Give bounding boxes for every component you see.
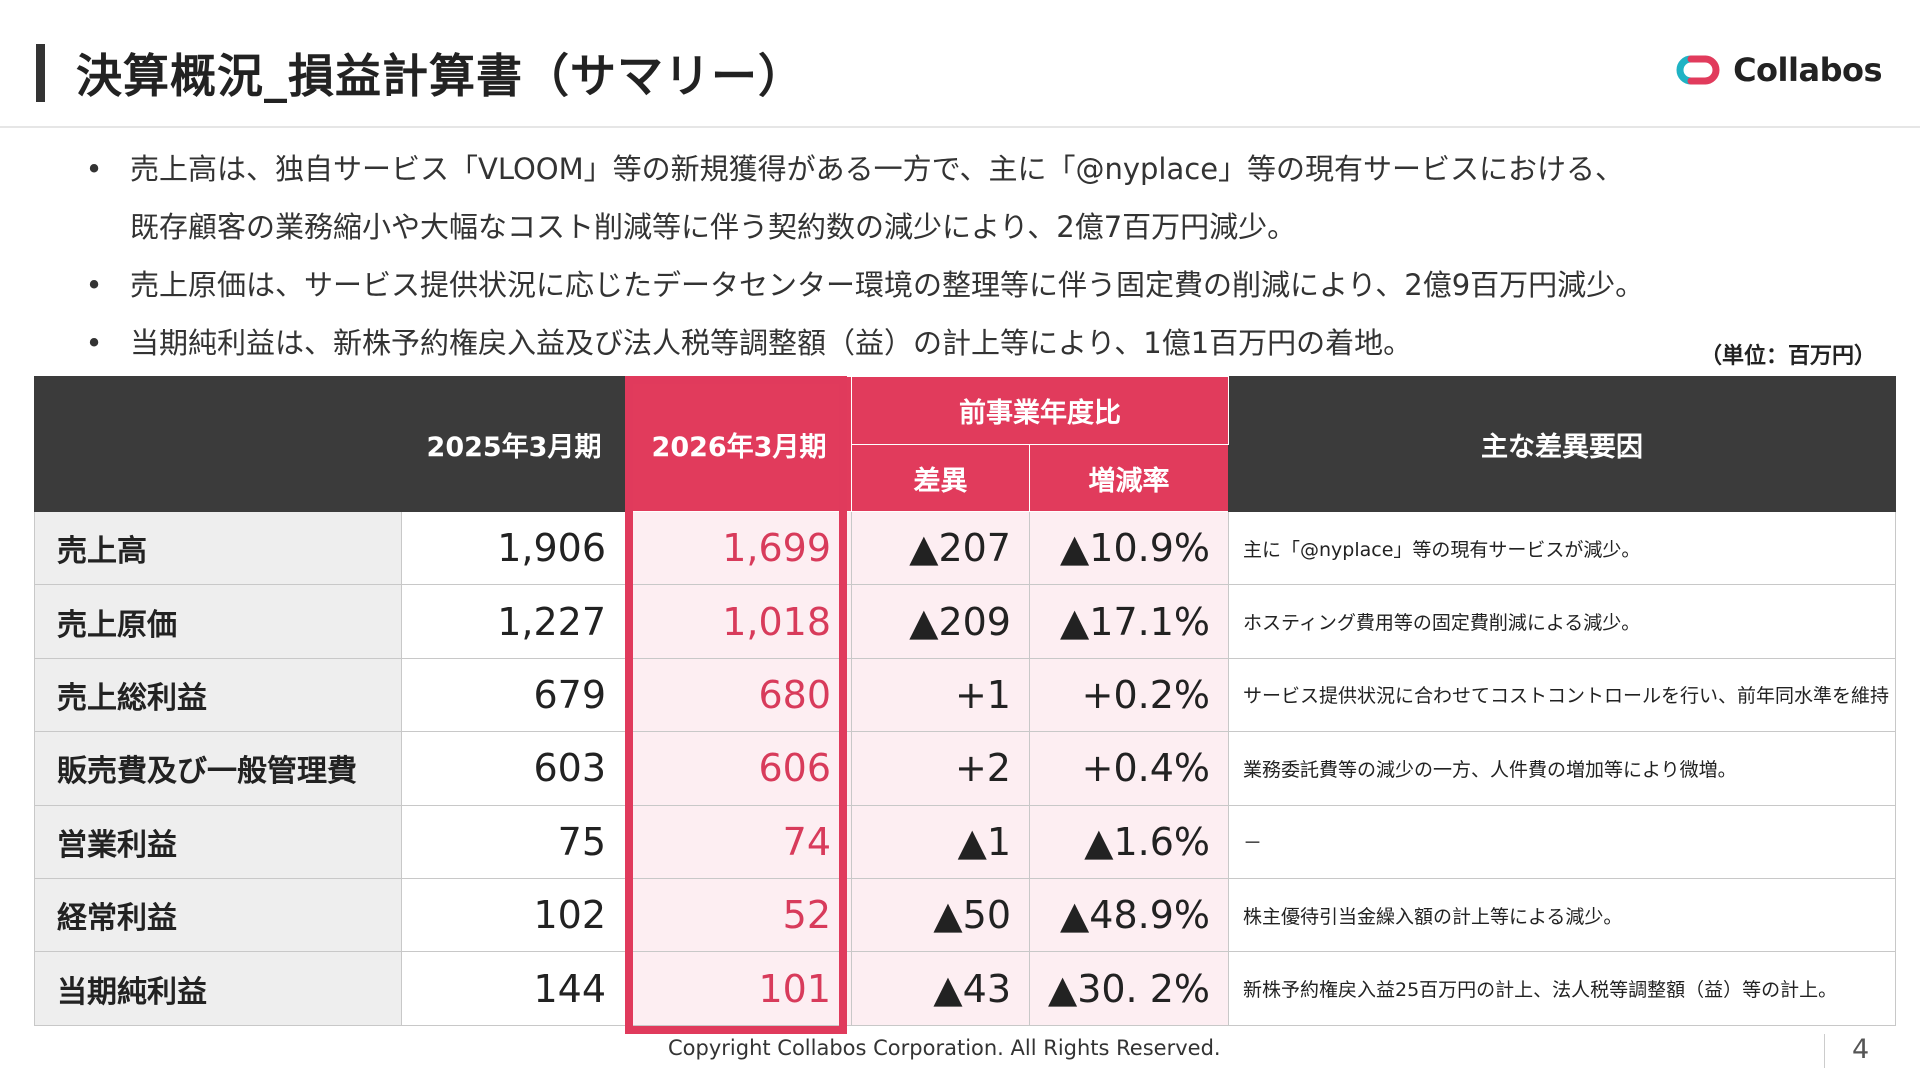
summary-bullets: • 売上高は、独自サービス「VLOOM」等の新規獲得がある一方で、主に「@nyp… bbox=[82, 140, 1862, 372]
current-value: 1,699 bbox=[626, 510, 852, 586]
row-label: 売上高 bbox=[34, 510, 402, 586]
diff-value: ▲43 bbox=[851, 951, 1030, 1026]
title-divider bbox=[0, 126, 1920, 128]
prev-value: 679 bbox=[401, 657, 627, 733]
rate-value: ▲1.6% bbox=[1029, 804, 1229, 879]
diff-value: +2 bbox=[851, 731, 1030, 806]
header-prev-period: 2025年3月期 bbox=[401, 376, 627, 512]
bullet-dot: • bbox=[85, 152, 103, 186]
reason-text: 株主優待引当金繰入額の計上等による減少。 bbox=[1228, 877, 1896, 953]
current-value: 680 bbox=[626, 657, 852, 733]
page-number-divider bbox=[1824, 1034, 1825, 1068]
rate-value: ▲17.1% bbox=[1029, 584, 1229, 659]
bullet-text: 売上原価は、サービス提供状況に応じたデータセンター環境の整理等に伴う固定費の削減… bbox=[130, 268, 1645, 302]
reason-text: サービス提供状況に合わせてコストコントロールを行い、前年同水準を維持 bbox=[1228, 657, 1896, 733]
row-label: 経常利益 bbox=[34, 877, 402, 953]
bullet-item: • 売上高は、独自サービス「VLOOM」等の新規獲得がある一方で、主に「@nyp… bbox=[82, 140, 1862, 256]
table-row: 売上高 1,906 1,699 ▲207 ▲10.9% 主に「@nyplace」… bbox=[34, 510, 1896, 586]
copyright: Copyright Collabos Corporation. All Righ… bbox=[668, 1036, 1221, 1060]
table-row: 販売費及び一般管理費 603 606 +2 +0.4% 業務委託費等の減少の一方… bbox=[34, 731, 1896, 806]
bullet-text: 既存顧客の業務縮小や大幅なコスト削減等に伴う契約数の減少により、2億7百万円減少… bbox=[130, 210, 1297, 244]
title-accent-bar bbox=[36, 44, 45, 102]
row-label: 営業利益 bbox=[34, 804, 402, 879]
bullet-text: 売上高は、独自サービス「VLOOM」等の新規獲得がある一方で、主に「@nypla… bbox=[130, 152, 1625, 186]
prev-value: 603 bbox=[401, 731, 627, 806]
reason-text: 主に「@nyplace」等の現有サービスが減少。 bbox=[1228, 510, 1896, 586]
header-rate: 増減率 bbox=[1029, 444, 1229, 512]
prev-value: 1,906 bbox=[401, 510, 627, 586]
table-row: 当期純利益 144 101 ▲43 ▲30. 2% 新株予約権戻入益25百万円の… bbox=[34, 951, 1896, 1026]
unit-label: （単位：百万円） bbox=[1699, 344, 1876, 369]
bullet-dot: • bbox=[85, 268, 103, 302]
header-reason: 主な差異要因 bbox=[1228, 376, 1896, 512]
prev-value: 75 bbox=[401, 804, 627, 879]
bullet-item: • 当期純利益は、新株予約権戻入益及び法人税等調整額（益）の計上等により、1億1… bbox=[82, 314, 1862, 372]
prev-value: 144 bbox=[401, 951, 627, 1026]
current-value: 74 bbox=[626, 804, 852, 879]
table-row: 売上原価 1,227 1,018 ▲209 ▲17.1% ホスティング費用等の固… bbox=[34, 584, 1896, 659]
current-value: 52 bbox=[626, 877, 852, 953]
logo-text: Collabos bbox=[1733, 51, 1882, 89]
income-statement-table: 2025年3月期 2026年3月期 前事業年度比 主な差異要因 差異 増減率 売… bbox=[34, 376, 1896, 1026]
prev-value: 1,227 bbox=[401, 584, 627, 659]
reason-text: 新株予約権戻入益25百万円の計上、法人税等調整額（益）等の計上。 bbox=[1228, 951, 1896, 1026]
table-row: 売上総利益 679 680 +1 +0.2% サービス提供状況に合わせてコストコ… bbox=[34, 657, 1896, 733]
current-value: 101 bbox=[626, 951, 852, 1026]
header-comparison: 前事業年度比 bbox=[851, 376, 1229, 445]
rate-value: ▲10.9% bbox=[1029, 510, 1229, 586]
reason-text: ホスティング費用等の固定費削減による減少。 bbox=[1228, 584, 1896, 659]
diff-value: ▲207 bbox=[851, 510, 1030, 586]
header-item-blank bbox=[34, 376, 402, 512]
table-row: 経常利益 102 52 ▲50 ▲48.9% 株主優待引当金繰入額の計上等による… bbox=[34, 877, 1896, 953]
diff-value: ▲209 bbox=[851, 584, 1030, 659]
diff-value: +1 bbox=[851, 657, 1030, 733]
current-value: 1,018 bbox=[626, 584, 852, 659]
page-number: 4 bbox=[1852, 1034, 1870, 1065]
header-diff: 差異 bbox=[851, 444, 1030, 512]
bullet-text: 当期純利益は、新株予約権戻入益及び法人税等調整額（益）の計上等により、1億1百万… bbox=[130, 326, 1413, 360]
header-current-period: 2026年3月期 bbox=[626, 376, 852, 512]
page-title: 決算概況_損益計算書（サマリー） bbox=[76, 49, 805, 103]
collabos-logo-icon bbox=[1676, 55, 1720, 85]
bullet-item: • 売上原価は、サービス提供状況に応じたデータセンター環境の整理等に伴う固定費の… bbox=[82, 256, 1862, 314]
prev-value: 102 bbox=[401, 877, 627, 953]
rate-value: ▲30. 2% bbox=[1029, 951, 1229, 1026]
current-value: 606 bbox=[626, 731, 852, 806]
row-label: 販売費及び一般管理費 bbox=[34, 731, 402, 806]
row-label: 当期純利益 bbox=[34, 951, 402, 1026]
table-row: 営業利益 75 74 ▲1 ▲1.6% － bbox=[34, 804, 1896, 879]
diff-value: ▲50 bbox=[851, 877, 1030, 953]
bullet-dot: • bbox=[85, 326, 103, 360]
reason-text: － bbox=[1228, 804, 1896, 879]
diff-value: ▲1 bbox=[851, 804, 1030, 879]
row-label: 売上総利益 bbox=[34, 657, 402, 733]
company-logo: Collabos bbox=[1669, 50, 1882, 90]
row-label: 売上原価 bbox=[34, 584, 402, 659]
rate-value: ▲48.9% bbox=[1029, 877, 1229, 953]
reason-text: 業務委託費等の減少の一方、人件費の増加等により微増。 bbox=[1228, 731, 1896, 806]
rate-value: +0.4% bbox=[1029, 731, 1229, 806]
rate-value: +0.2% bbox=[1029, 657, 1229, 733]
